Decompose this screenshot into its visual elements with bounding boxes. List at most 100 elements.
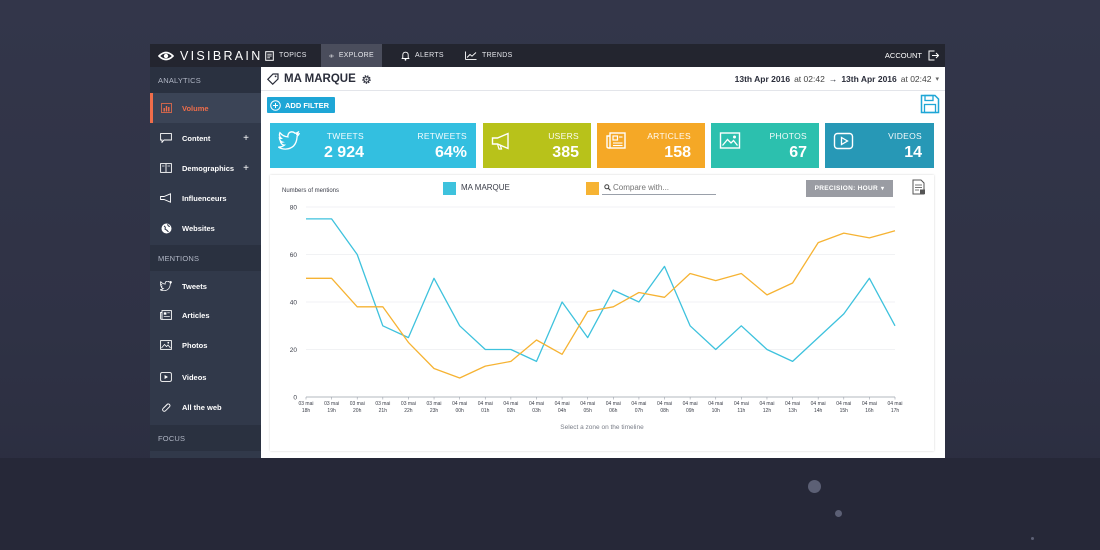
page-title-text: MA MARQUE	[284, 73, 356, 85]
link-icon	[160, 402, 172, 414]
document-icon	[265, 50, 274, 61]
expand-plus-icon[interactable]: +	[243, 162, 249, 174]
sidebar-item-label: All the web	[182, 403, 222, 412]
x-tick-label: 22h	[404, 408, 413, 414]
x-tick-label: 04 mai	[657, 401, 672, 407]
photo-icon	[719, 132, 741, 149]
bell-icon	[401, 51, 410, 61]
x-tick-label: 04 mai	[759, 401, 774, 407]
sidebar-item-all-the-web[interactable]: All the web	[150, 393, 261, 422]
x-tick-label: 14h	[814, 408, 823, 414]
eye-icon	[329, 54, 334, 57]
tag-icon	[267, 73, 279, 85]
sidebar-item-articles[interactable]: Articles	[150, 301, 261, 329]
save-icon[interactable]	[920, 94, 940, 114]
nav-topics-label: TOPICS	[279, 52, 307, 59]
expand-plus-icon[interactable]: +	[243, 132, 249, 144]
date-range-picker[interactable]: 13th Apr 2016 at 02:42 → 13th Apr 2016 a…	[735, 70, 939, 88]
nav-topics[interactable]: TOPICS	[257, 44, 315, 67]
sidebar-item-volume[interactable]: Volume	[150, 93, 261, 123]
sidebar-item-videos[interactable]: Videos	[150, 361, 261, 393]
x-tick-label: 03 mai	[401, 401, 416, 407]
x-tick-label: 04h	[558, 408, 567, 414]
video-icon	[160, 371, 172, 383]
x-tick-label: 04 mai	[887, 401, 902, 407]
x-tick-label: 16h	[865, 408, 874, 414]
nav-explore[interactable]: EXPLORE	[321, 44, 382, 67]
sidebar-item-label: Influenceurs	[182, 193, 227, 203]
sidebar-item-content[interactable]: Content +	[150, 123, 261, 153]
x-tick-label: 04 mai	[811, 401, 826, 407]
add-filter-label: ADD FILTER	[285, 100, 330, 110]
twitter-icon	[160, 280, 172, 292]
sidebar-item-photos[interactable]: Photos	[150, 329, 261, 361]
page-title: MA MARQUE	[267, 70, 372, 88]
x-tick-label: 04 mai	[452, 401, 467, 407]
sidebar-item-label: Websites	[182, 223, 215, 233]
users-value: 385	[552, 144, 579, 161]
x-tick-label: 03 mai	[375, 401, 390, 407]
x-tick-label: 23h	[430, 408, 439, 414]
y-axis-title: Numbers of mentions	[282, 188, 339, 194]
gear-icon[interactable]	[361, 74, 372, 85]
x-tick-label: 17h	[891, 408, 900, 414]
logo[interactable]: VISIBRAIN	[158, 48, 263, 64]
sidebar-item-websites[interactable]: Websites	[150, 213, 261, 243]
nav-alerts-label: ALERTS	[415, 52, 444, 59]
card-twitter[interactable]: TWEETS 2 924 RETWEETS 64%	[270, 123, 476, 168]
newspaper-icon	[160, 309, 172, 321]
photos-value: 67	[789, 144, 807, 161]
sidebar-item-influenceurs[interactable]: Influenceurs	[150, 183, 261, 213]
sidebar-item-demographics[interactable]: Demographics +	[150, 153, 261, 183]
x-tick-label: 04 mai	[478, 401, 493, 407]
sidebar-item-label: Photos	[182, 340, 208, 350]
x-tick-label: 03 mai	[298, 401, 313, 407]
decorative-dot	[835, 510, 842, 517]
plus-circle-icon	[270, 99, 281, 111]
retweets-label: RETWEETS	[417, 131, 467, 141]
card-videos[interactable]: VIDEOS 14	[825, 123, 934, 168]
trend-icon	[465, 51, 477, 60]
main-content: MA MARQUE 13th Apr 2016 at 02:42 → 13th …	[261, 67, 945, 458]
x-tick-label: 04 mai	[606, 401, 621, 407]
arrow-right-icon: →	[828, 74, 838, 84]
logo-text: VISIBRAIN	[180, 49, 263, 63]
page-header: MA MARQUE 13th Apr 2016 at 02:42 → 13th …	[261, 67, 945, 91]
export-document-icon[interactable]	[912, 179, 926, 195]
nav-trends[interactable]: TRENDS	[457, 44, 521, 67]
sidebar-item-label: Tweets	[182, 281, 207, 291]
series-line-compare[interactable]	[306, 230, 896, 379]
sidebar-item-label: Videos	[182, 372, 207, 382]
card-users[interactable]: USERS 385	[483, 123, 591, 168]
chevron-down-icon: ▾	[935, 76, 939, 83]
precision-dropdown[interactable]: PRECISION: HOUR ▾	[806, 180, 893, 197]
retweets-value: 64%	[434, 144, 467, 161]
y-tick-label: 60	[290, 252, 298, 259]
x-tick-label: 18h	[302, 408, 311, 414]
stat-cards: TWEETS 2 924 RETWEETS 64% USERS 385 ARTI…	[270, 123, 934, 168]
globe-icon	[160, 222, 172, 234]
x-tick-label: 13h	[788, 408, 797, 414]
sidebar-item-tweets[interactable]: Tweets	[150, 271, 261, 301]
card-photos[interactable]: PHOTOS 67	[711, 123, 819, 168]
card-articles[interactable]: ARTICLES 158	[597, 123, 705, 168]
x-tick-label: 02h	[507, 408, 516, 414]
series-line-ma-marque[interactable]	[306, 218, 896, 363]
sidebar: ANALYTICS Volume Content + Demographics …	[150, 67, 261, 458]
add-filter-button[interactable]: ADD FILTER	[267, 97, 336, 113]
x-tick-label: 09h	[686, 408, 695, 414]
decorative-dot	[808, 480, 821, 493]
videos-value: 14	[904, 144, 922, 161]
nav-alerts[interactable]: ALERTS	[393, 44, 452, 67]
users-label: USERS	[548, 131, 579, 141]
articles-value: 158	[664, 144, 691, 161]
x-tick-label: 05h	[584, 408, 593, 414]
megaphone-icon	[160, 192, 172, 204]
sidebar-item-label: Content	[182, 133, 211, 143]
x-tick-label: 15h	[840, 408, 849, 414]
x-tick-label: 08h	[660, 408, 669, 414]
x-tick-label: 10h	[712, 408, 721, 414]
account-button[interactable]: ACCOUNT	[885, 44, 939, 67]
compare-with-input[interactable]	[602, 181, 716, 195]
